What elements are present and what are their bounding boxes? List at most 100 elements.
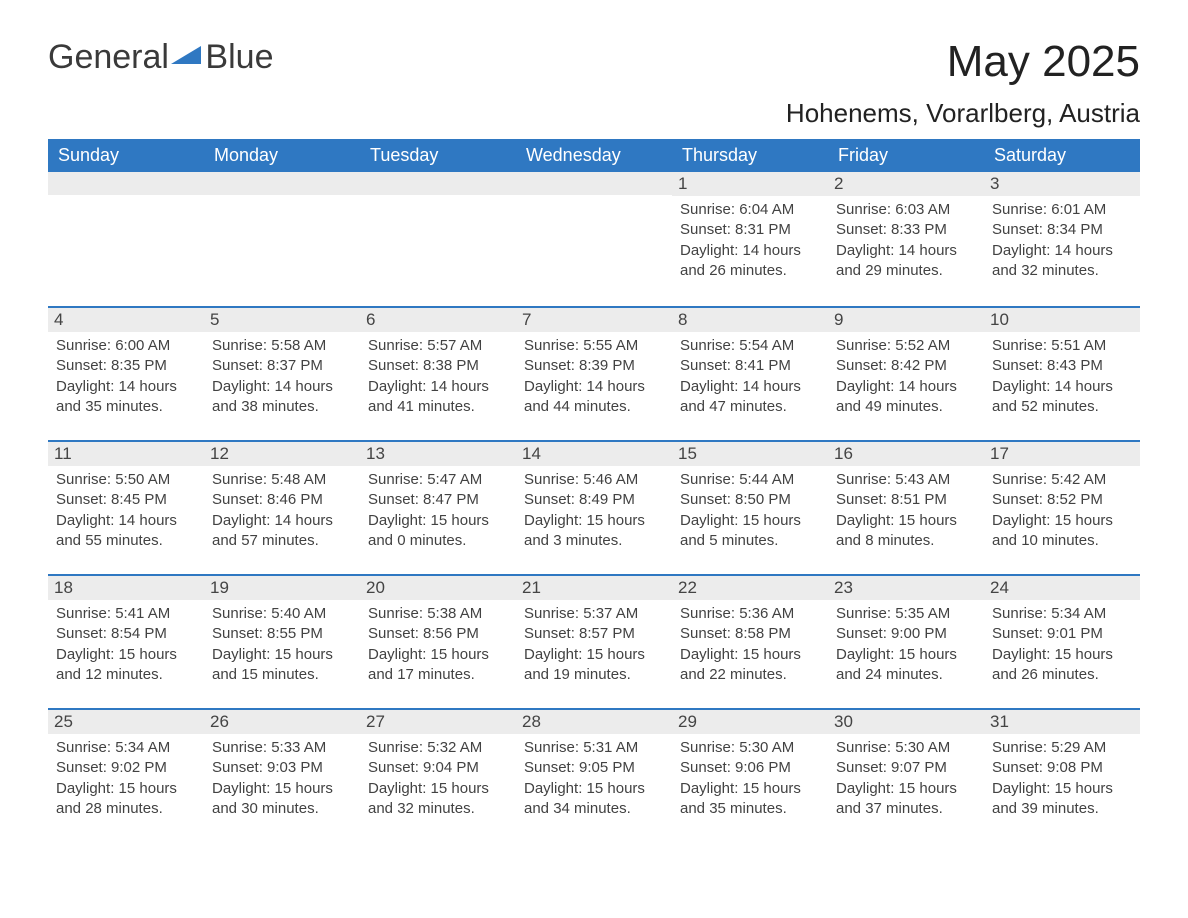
day-sunset: Sunset: 8:31 PM [680,220,820,240]
day-daylight1: Daylight: 15 hours [524,779,664,799]
day-number: 14 [516,442,672,466]
day-cell: 29Sunrise: 5:30 AMSunset: 9:06 PMDayligh… [672,710,828,836]
day-sunset: Sunset: 8:49 PM [524,490,664,510]
day-sunset: Sunset: 9:07 PM [836,758,976,778]
day-daylight1: Daylight: 15 hours [212,645,352,665]
day-sunrise: Sunrise: 5:55 AM [524,336,664,356]
page-title: May 2025 [947,40,1140,84]
day-number: 5 [204,308,360,332]
day-cell: 28Sunrise: 5:31 AMSunset: 9:05 PMDayligh… [516,710,672,836]
day-sunrise: Sunrise: 5:40 AM [212,604,352,624]
day-cell: 22Sunrise: 5:36 AMSunset: 8:58 PMDayligh… [672,576,828,702]
day-cell: 17Sunrise: 5:42 AMSunset: 8:52 PMDayligh… [984,442,1140,568]
day-cell: 31Sunrise: 5:29 AMSunset: 9:08 PMDayligh… [984,710,1140,836]
day-daylight2: and 39 minutes. [992,799,1132,819]
day-sunrise: Sunrise: 5:41 AM [56,604,196,624]
day-sunset: Sunset: 8:41 PM [680,356,820,376]
day-daylight2: and 37 minutes. [836,799,976,819]
dow-wednesday: Wednesday [516,139,672,172]
brand-triangle-icon [171,40,201,69]
day-sunset: Sunset: 8:39 PM [524,356,664,376]
dow-tuesday: Tuesday [360,139,516,172]
day-sunset: Sunset: 8:58 PM [680,624,820,644]
day-daylight2: and 3 minutes. [524,531,664,551]
day-daylight1: Daylight: 15 hours [524,645,664,665]
day-number: 29 [672,710,828,734]
day-cell: 2Sunrise: 6:03 AMSunset: 8:33 PMDaylight… [828,172,984,300]
day-sunrise: Sunrise: 5:47 AM [368,470,508,490]
day-daylight2: and 41 minutes. [368,397,508,417]
day-sunset: Sunset: 9:04 PM [368,758,508,778]
day-sunrise: Sunrise: 5:51 AM [992,336,1132,356]
day-cell: 27 Sunrise: 5:32 AMSunset: 9:04 PMDayligh… [360,710,516,836]
page-subtitle: Hohenems, Vorarlberg, Austria [48,98,1140,129]
day-daylight2: and 29 minutes. [836,261,976,281]
dow-sunday: Sunday [48,139,204,172]
day-cell: 5Sunrise: 5:58 AMSunset: 8:37 PMDaylight… [204,308,360,434]
day-cell: 26Sunrise: 5:33 AMSunset: 9:03 PMDayligh… [204,710,360,836]
day-number: 9 [828,308,984,332]
dow-saturday: Saturday [984,139,1140,172]
day-number: 10 [984,308,1140,332]
day-number: 27 [360,710,516,734]
day-daylight2: and 5 minutes. [680,531,820,551]
day-number: 28 [516,710,672,734]
day-sunrise: Sunrise: 5:32 AM [368,738,508,758]
day-number: 16 [828,442,984,466]
day-sunset: Sunset: 8:57 PM [524,624,664,644]
day-number: 25 [48,710,204,734]
day-number: 20 [360,576,516,600]
day-daylight1: Daylight: 14 hours [212,511,352,531]
day-daylight2: and 15 minutes. [212,665,352,685]
day-daylight1: Daylight: 14 hours [680,377,820,397]
day-cell: 14Sunrise: 5:46 AMSunset: 8:49 PMDayligh… [516,442,672,568]
day-daylight1: Daylight: 15 hours [368,779,508,799]
day-sunset: Sunset: 9:05 PM [524,758,664,778]
day-sunrise: Sunrise: 5:54 AM [680,336,820,356]
day-daylight1: Daylight: 14 hours [56,511,196,531]
day-daylight2: and 49 minutes. [836,397,976,417]
day-daylight1: Daylight: 14 hours [836,377,976,397]
week-row: 18Sunrise: 5:41 AMSunset: 8:54 PMDayligh… [48,574,1140,702]
day-cell: 12Sunrise: 5:48 AMSunset: 8:46 PMDayligh… [204,442,360,568]
day-sunrise: Sunrise: 5:36 AM [680,604,820,624]
day-daylight1: Daylight: 15 hours [368,511,508,531]
day-daylight2: and 57 minutes. [212,531,352,551]
day-sunrise: Sunrise: 5:38 AM [368,604,508,624]
day-daylight1: Daylight: 15 hours [680,779,820,799]
day-number: 3 [984,172,1140,196]
day-daylight2: and 0 minutes. [368,531,508,551]
day-sunrise: Sunrise: 5:43 AM [836,470,976,490]
day-daylight1: Daylight: 15 hours [836,779,976,799]
day-number [516,172,672,195]
day-sunset: Sunset: 9:06 PM [680,758,820,778]
day-number: 26 [204,710,360,734]
day-cell: 8Sunrise: 5:54 AMSunset: 8:41 PMDaylight… [672,308,828,434]
day-sunset: Sunset: 8:33 PM [836,220,976,240]
day-number [360,172,516,195]
week-row: 1Sunrise: 6:04 AMSunset: 8:31 PMDaylight… [48,172,1140,300]
day-sunset: Sunset: 8:54 PM [56,624,196,644]
day-number: 30 [828,710,984,734]
day-sunrise: Sunrise: 5:33 AM [212,738,352,758]
day-daylight2: and 24 minutes. [836,665,976,685]
day-sunrise: Sunrise: 6:04 AM [680,200,820,220]
day-cell: 18Sunrise: 5:41 AMSunset: 8:54 PMDayligh… [48,576,204,702]
day-cell: 9Sunrise: 5:52 AMSunset: 8:42 PMDaylight… [828,308,984,434]
day-daylight2: and 22 minutes. [680,665,820,685]
day-sunrise: Sunrise: 6:00 AM [56,336,196,356]
dow-friday: Friday [828,139,984,172]
day-sunset: Sunset: 8:38 PM [368,356,508,376]
day-daylight2: and 19 minutes. [524,665,664,685]
brand-logo: General Blue [48,40,273,74]
day-daylight2: and 55 minutes. [56,531,196,551]
day-sunrise: Sunrise: 5:30 AM [836,738,976,758]
day-number: 22 [672,576,828,600]
day-number: 23 [828,576,984,600]
day-cell: 7Sunrise: 5:55 AMSunset: 8:39 PMDaylight… [516,308,672,434]
day-sunrise: Sunrise: 5:35 AM [836,604,976,624]
day-daylight2: and 10 minutes. [992,531,1132,551]
day-sunset: Sunset: 9:08 PM [992,758,1132,778]
brand-part1: General [48,38,169,76]
day-daylight2: and 34 minutes. [524,799,664,819]
